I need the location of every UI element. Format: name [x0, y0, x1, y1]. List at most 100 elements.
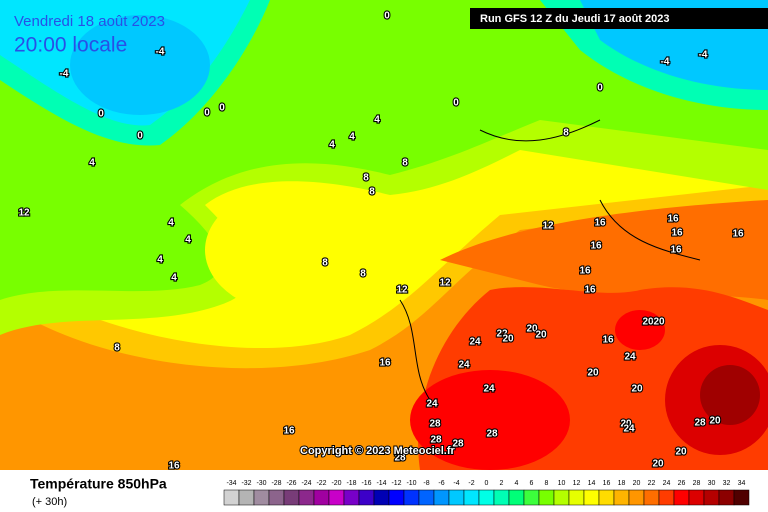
- legend-label: -12: [391, 480, 401, 487]
- legend: -34 -32 -30 -28 -26 -24 -22 -20 -18 -16 -14 -12 -10-…: [223, 480, 750, 506]
- legend-label: -8: [423, 480, 429, 487]
- contour-label: 12: [396, 285, 408, 296]
- contour-label: 24: [469, 337, 481, 348]
- legend-swatch: [328, 489, 345, 506]
- legend-label: 24: [663, 480, 671, 487]
- contour-label: 20: [502, 334, 514, 345]
- legend-swatch: [373, 489, 390, 506]
- contour-label: 22: [496, 329, 508, 340]
- contour-label: 16: [379, 358, 391, 369]
- legend-label: -14: [376, 480, 386, 487]
- legend-label: -26: [286, 480, 296, 487]
- contour-label: 20: [526, 324, 538, 335]
- contour-label: 4: [89, 158, 95, 169]
- legend-swatch: [673, 489, 690, 506]
- legend-swatch: [733, 489, 750, 506]
- contour-label: 12: [18, 208, 30, 219]
- legend-label: -34: [226, 480, 236, 487]
- contour-label: 8: [360, 269, 366, 280]
- local-time: 20:00 locale: [14, 34, 127, 57]
- legend-swatch: [433, 489, 450, 506]
- legend-label: 34: [738, 480, 746, 487]
- contour-label: 8: [563, 128, 569, 139]
- contour-label: 20: [653, 317, 665, 328]
- legend-label: -2: [468, 480, 474, 487]
- legend-label: -30: [256, 480, 266, 487]
- legend-swatch: [313, 489, 330, 506]
- legend-label: 30: [708, 480, 716, 487]
- legend-swatch: [253, 489, 270, 506]
- valid-date: Vendredi 18 août 2023: [14, 13, 165, 30]
- contour-label: 20: [642, 317, 654, 328]
- legend-label: 8: [545, 480, 549, 487]
- contour-label: 20: [709, 416, 721, 427]
- contour-label: 16: [590, 241, 602, 252]
- legend-swatch: [613, 489, 630, 506]
- run-info: Run GFS 12 Z du Jeudi 17 août 2023: [480, 13, 670, 25]
- contour-label: 28: [694, 418, 706, 429]
- legend-swatch: [553, 489, 570, 506]
- contour-label: 0: [137, 131, 143, 142]
- run-box: [470, 8, 768, 29]
- contour-label: 4: [157, 255, 163, 266]
- legend-swatch: [343, 489, 360, 506]
- legend-swatch: [388, 489, 405, 506]
- contour-label: -4: [699, 50, 708, 61]
- contour-label: 28: [394, 453, 406, 464]
- contour-label: 4: [374, 115, 380, 126]
- legend-label: 0: [485, 480, 489, 487]
- legend-swatch: [508, 489, 525, 506]
- legend-label: -16: [361, 480, 371, 487]
- footer-title: Température 850hPa: [30, 476, 167, 492]
- legend-label: -28: [271, 480, 281, 487]
- legend-swatch: [223, 489, 240, 506]
- contour-label: 20: [587, 368, 599, 379]
- legend-swatch: [568, 489, 585, 506]
- contour-label: 0: [453, 98, 459, 109]
- contour-label: -4: [661, 57, 670, 68]
- contour-label: 16: [670, 245, 682, 256]
- legend-label: 22: [648, 480, 656, 487]
- contour-label: 0: [597, 83, 603, 94]
- legend-label: -10: [406, 480, 416, 487]
- legend-label: 10: [558, 480, 566, 487]
- contour-label: 16: [671, 228, 683, 239]
- contour-label: 16: [594, 218, 606, 229]
- contour-label: 24: [624, 352, 636, 363]
- contour-label: 16: [579, 266, 591, 277]
- legend-swatch: [643, 489, 660, 506]
- contour-label: 16: [667, 214, 679, 225]
- contour-label: 28: [430, 435, 442, 446]
- legend-swatch: [598, 489, 615, 506]
- contour-label: 8: [402, 158, 408, 169]
- copyright: Copyright © 2023 Meteociel.fr: [300, 445, 456, 457]
- legend-swatch: [463, 489, 480, 506]
- legend-swatch: [718, 489, 735, 506]
- legend-label: 20: [633, 480, 641, 487]
- contour-label: -4: [156, 47, 165, 58]
- legend-label: 2: [500, 480, 504, 487]
- contour-label: 0: [219, 103, 225, 114]
- legend-label: -18: [346, 480, 356, 487]
- contour-label: 8: [363, 173, 369, 184]
- legend-swatch: [478, 489, 495, 506]
- contour-label: 16: [283, 426, 295, 437]
- contour-label: 16: [732, 229, 744, 240]
- contour-label: 4: [171, 273, 177, 284]
- contour-label: 24: [623, 424, 635, 435]
- legend-swatch: [283, 489, 300, 506]
- map-background: [0, 0, 768, 470]
- legend-label: 32: [723, 480, 731, 487]
- contour-label: -4: [60, 69, 69, 80]
- legend-label: 26: [678, 480, 686, 487]
- contour-label: 0: [384, 11, 390, 22]
- contour-label: 12: [439, 278, 451, 289]
- contour-label: 0: [204, 108, 210, 119]
- contour-label: 4: [349, 132, 355, 143]
- legend-label: -24: [301, 480, 311, 487]
- contour-label: 12: [542, 221, 554, 232]
- legend-swatch: [238, 489, 255, 506]
- footer-lead: (+ 30h): [32, 496, 67, 508]
